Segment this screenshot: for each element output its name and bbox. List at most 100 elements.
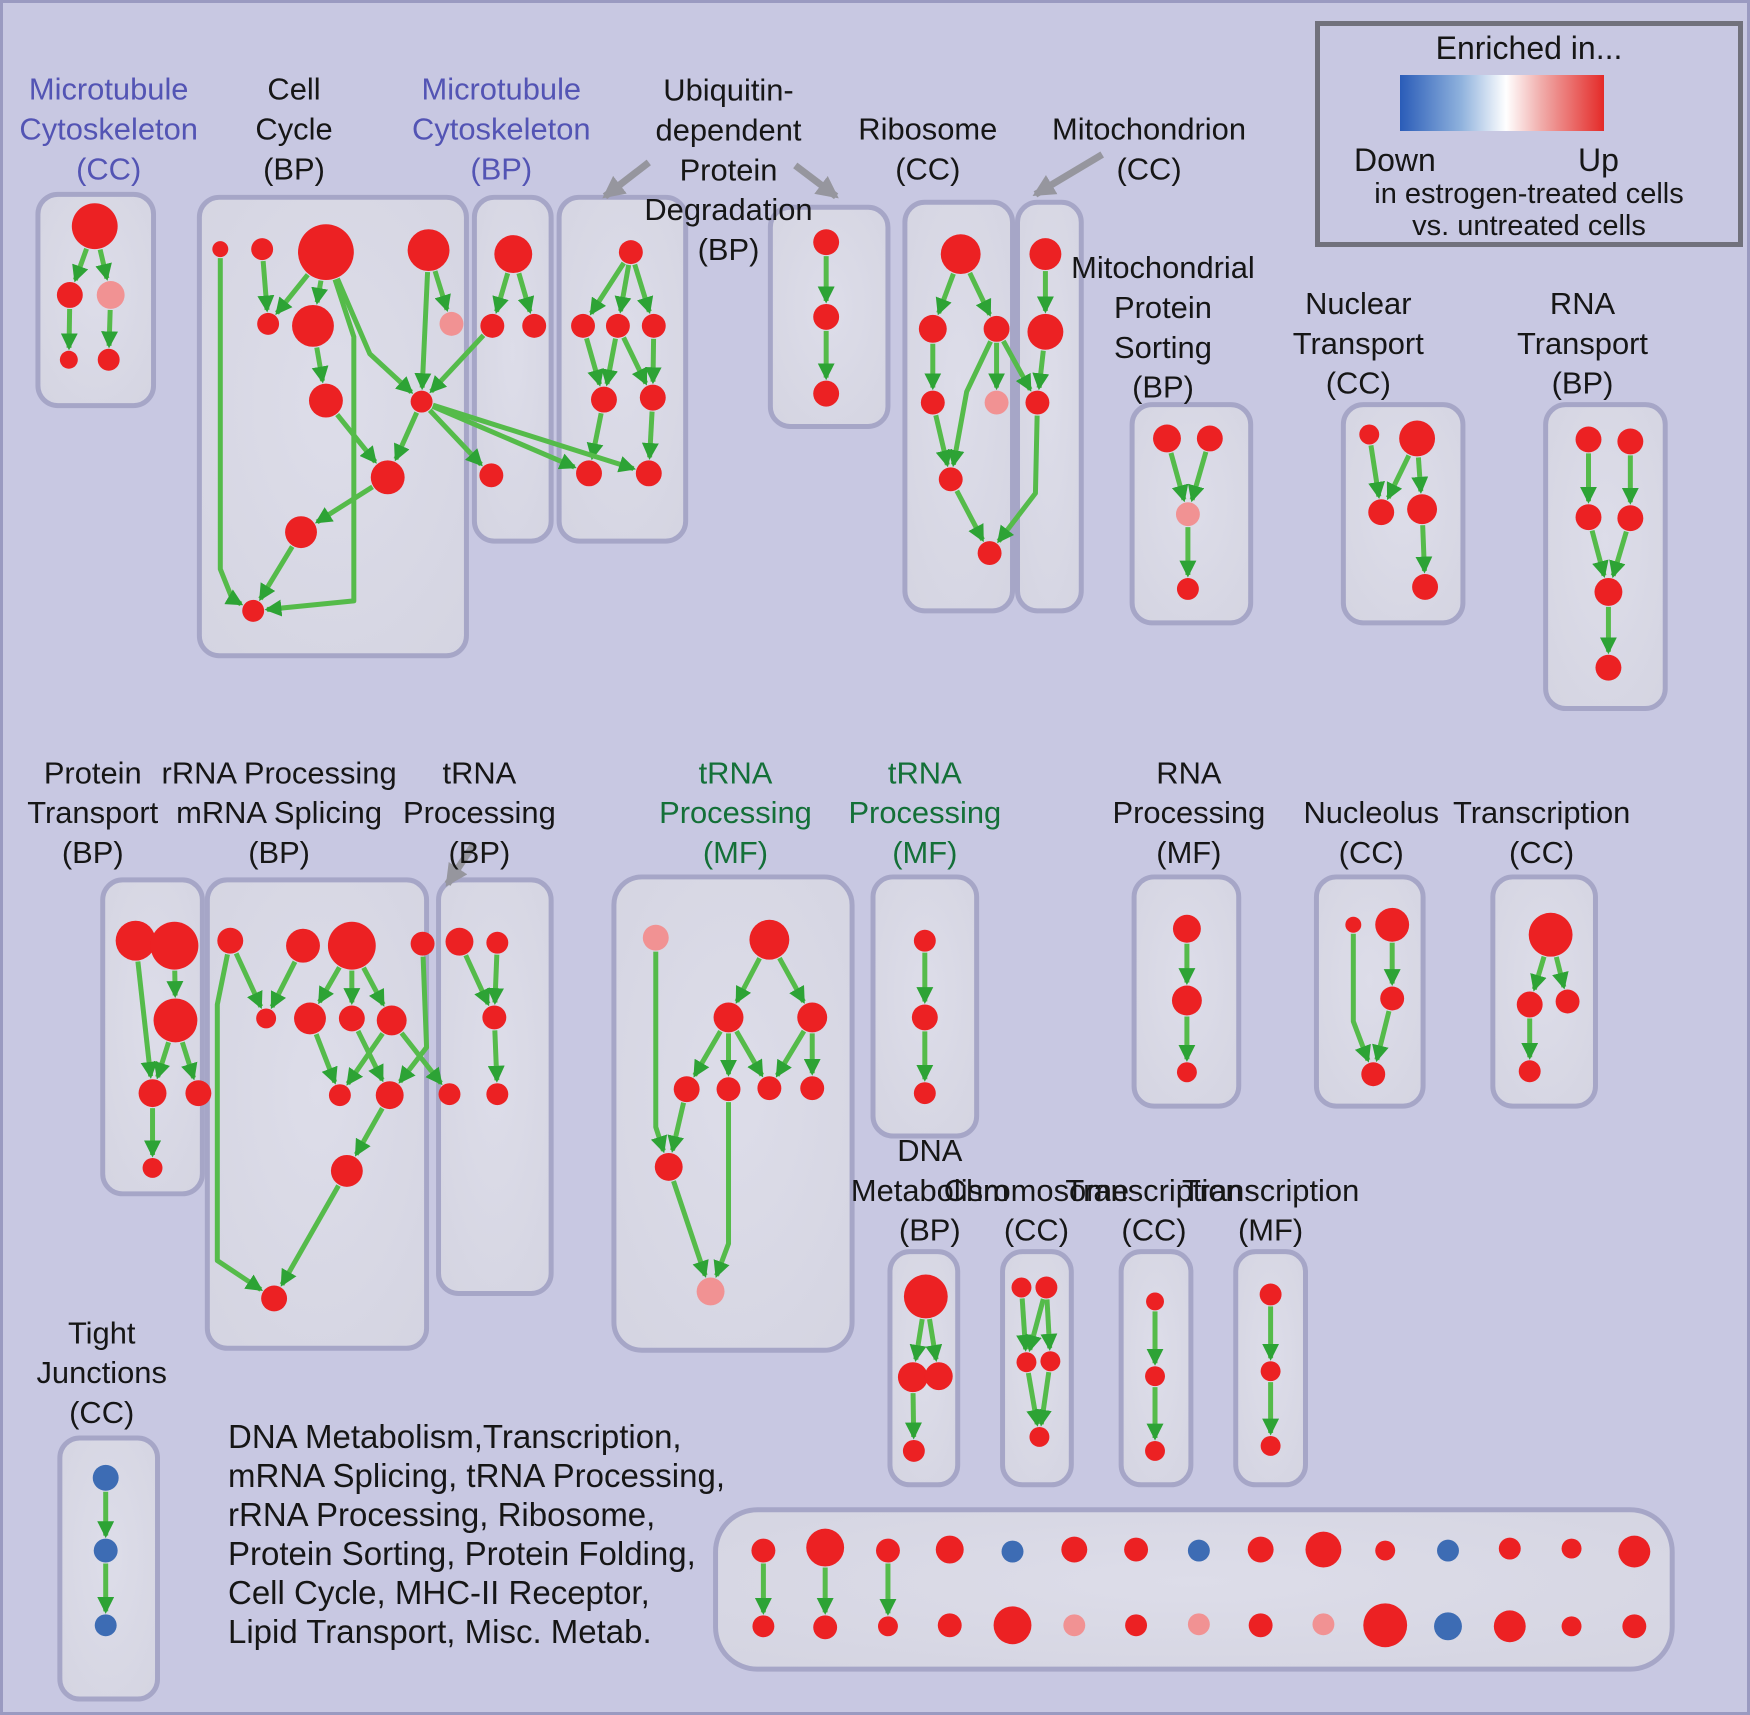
cluster-label-line: Microtubule bbox=[29, 72, 189, 107]
graph-node bbox=[639, 384, 666, 411]
graph-edge bbox=[311, 347, 329, 384]
cluster-label-line: (CC) bbox=[76, 151, 141, 186]
graph-edge bbox=[1552, 956, 1569, 990]
graph-node bbox=[1196, 425, 1223, 452]
cluster-label-line: mRNA Splicing bbox=[176, 795, 382, 830]
graph-edge bbox=[135, 961, 158, 1079]
cluster-label-line: Ribosome bbox=[858, 112, 997, 147]
graph-node bbox=[93, 1538, 118, 1563]
graph-edge bbox=[954, 489, 985, 543]
graph-edge bbox=[1350, 933, 1371, 1063]
graph-node bbox=[1498, 1537, 1521, 1560]
cluster-label-line: (MF) bbox=[892, 835, 957, 870]
graph-node bbox=[217, 927, 244, 954]
graph-node bbox=[445, 927, 474, 956]
cluster-label-line: Transport bbox=[27, 795, 158, 830]
graph-node bbox=[605, 313, 630, 338]
graph-node bbox=[1247, 1536, 1274, 1563]
cluster-box bbox=[713, 1507, 1675, 1672]
cluster-label-line: (CC) bbox=[895, 151, 960, 186]
cluster-label-line: (BP) bbox=[449, 835, 511, 870]
graph-node bbox=[1516, 991, 1543, 1018]
cluster-box bbox=[1543, 402, 1668, 712]
graph-node bbox=[153, 998, 198, 1043]
graph-node bbox=[590, 386, 617, 413]
graph-edge bbox=[335, 277, 414, 394]
graph-node bbox=[1380, 986, 1405, 1011]
diagram-canvas: Microtubule Cytoskeleton (CC) Cell Cycle (BP)… bbox=[19, 72, 1675, 1702]
graph-node bbox=[138, 1079, 167, 1108]
graph-node bbox=[292, 304, 334, 347]
graph-node bbox=[376, 1005, 407, 1036]
graph-node bbox=[142, 1157, 163, 1178]
graph-node bbox=[877, 1616, 898, 1637]
graph-node bbox=[330, 1154, 363, 1187]
graph-node bbox=[97, 348, 120, 371]
cluster-label-line: (BP) bbox=[698, 232, 760, 267]
cluster-label-line: Processing bbox=[848, 795, 1001, 830]
graph-node bbox=[1029, 1427, 1050, 1447]
graph-node bbox=[96, 281, 125, 309]
gray-pointer-arrow bbox=[1032, 151, 1104, 198]
graph-node bbox=[813, 229, 840, 256]
graph-node bbox=[1359, 424, 1380, 445]
graph-node bbox=[261, 1285, 288, 1312]
cluster-label-line: Cytoskeleton bbox=[19, 112, 197, 147]
graph-node bbox=[1176, 1062, 1197, 1083]
graph-node bbox=[115, 920, 156, 961]
graph-node bbox=[256, 1008, 277, 1029]
graph-node bbox=[410, 931, 435, 956]
graph-node bbox=[1187, 1539, 1210, 1562]
graph-edge bbox=[1001, 339, 1033, 392]
graph-node bbox=[1259, 1283, 1282, 1306]
graph-edge bbox=[60, 308, 78, 351]
graph-node bbox=[257, 312, 280, 335]
graph-node bbox=[757, 1076, 782, 1101]
graph-node bbox=[294, 1002, 326, 1035]
graph-node bbox=[1555, 989, 1580, 1014]
graph-edge bbox=[734, 1030, 765, 1078]
graph-edge bbox=[1372, 1010, 1392, 1063]
graph-node bbox=[59, 350, 78, 369]
graph-edge bbox=[1187, 451, 1209, 503]
cluster-box bbox=[1000, 1249, 1074, 1488]
cluster-label-line: (MF) bbox=[1156, 835, 1221, 870]
graph-node bbox=[1375, 907, 1410, 942]
graph-node bbox=[1305, 1531, 1342, 1568]
legend-up-label: Up bbox=[1578, 142, 1619, 178]
graph-node bbox=[410, 390, 433, 413]
graph-node bbox=[1375, 1540, 1396, 1561]
graph-edge bbox=[361, 966, 386, 1007]
graph-node bbox=[813, 303, 840, 330]
graph-edge bbox=[904, 1393, 922, 1440]
summary-line: DNA Metabolism,Transcription, bbox=[228, 1418, 682, 1455]
cluster-label-line: RNA bbox=[1550, 286, 1616, 321]
cluster-label-line: Transcription bbox=[1182, 1173, 1359, 1208]
graph-node bbox=[327, 921, 376, 970]
graph-node bbox=[1124, 1537, 1149, 1562]
cluster-label-line: (BP) bbox=[470, 151, 532, 186]
graph-node bbox=[716, 1077, 741, 1102]
graph-edge bbox=[355, 1029, 385, 1083]
cluster-box bbox=[1015, 199, 1084, 614]
graph-edge bbox=[95, 248, 112, 281]
graph-node bbox=[71, 203, 118, 250]
graph-node bbox=[286, 928, 320, 963]
graph-edge bbox=[269, 960, 298, 1010]
cluster-label-line: Protein bbox=[44, 755, 142, 790]
gray-pointer-arrow bbox=[793, 162, 839, 200]
cluster-label-line: (BP) bbox=[899, 1213, 961, 1248]
graph-node bbox=[902, 1439, 925, 1462]
graph-node bbox=[1595, 654, 1622, 681]
graph-node bbox=[212, 241, 229, 258]
graph-edge bbox=[1368, 444, 1386, 499]
graph-node bbox=[56, 282, 83, 308]
graph-node bbox=[1125, 1614, 1148, 1637]
graph-node bbox=[438, 1083, 461, 1106]
cluster-label-line: Mitochondrion bbox=[1052, 112, 1246, 147]
graph-node bbox=[92, 1464, 119, 1491]
graph-node bbox=[1029, 238, 1062, 271]
graph-node bbox=[911, 1004, 938, 1031]
graph-edge bbox=[393, 411, 419, 462]
